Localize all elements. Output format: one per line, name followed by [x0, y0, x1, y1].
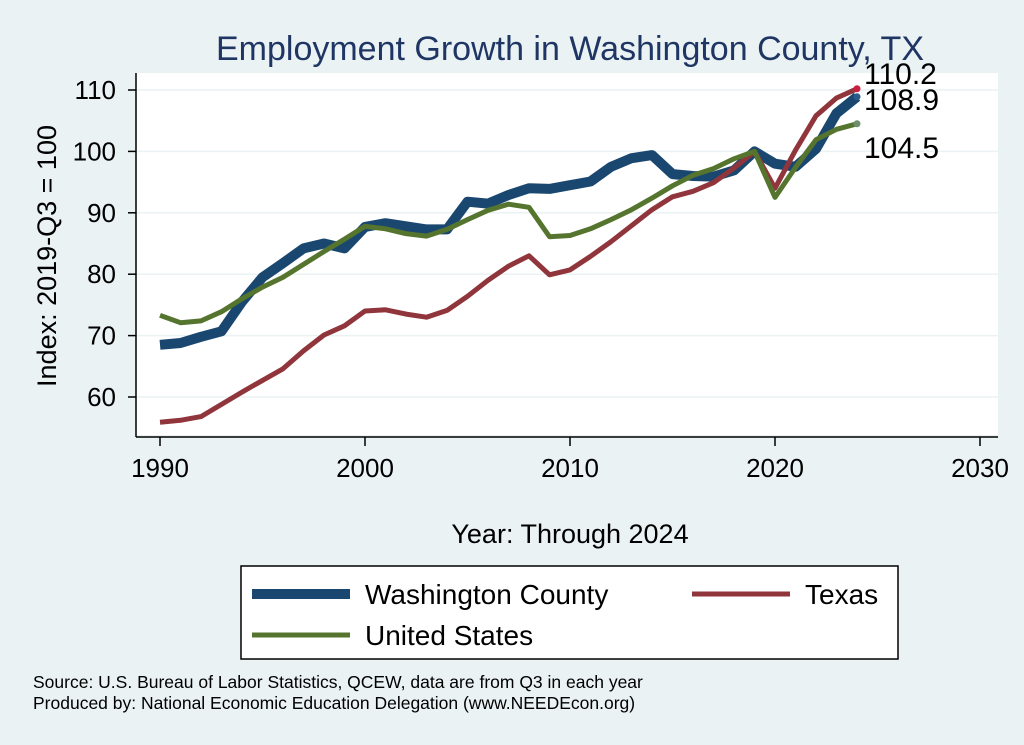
series-end-marker-2	[853, 120, 861, 128]
x-tick-label-2030: 2030	[951, 453, 1009, 483]
series-line-united-states	[159, 121, 858, 326]
x-axis-label: Year: Through 2024	[451, 519, 688, 549]
x-tick-label-2010: 2010	[541, 453, 599, 483]
chart-title: Employment Growth in Washington County, …	[216, 30, 924, 68]
y-tick-label-80: 80	[87, 259, 116, 289]
x-tick-label-1990: 1990	[131, 453, 189, 483]
y-tick-label-100: 100	[73, 136, 116, 166]
y-tick-label-90: 90	[87, 198, 116, 228]
x-tick-label-2000: 2000	[336, 453, 394, 483]
series-end-marker-1	[853, 85, 861, 93]
x-tick-label-2020: 2020	[746, 453, 804, 483]
legend-label-2: United States	[365, 620, 533, 651]
series-end-marker-0	[853, 93, 861, 101]
series-line-texas	[159, 86, 859, 425]
legend-box	[240, 565, 899, 660]
y-tick-label-60: 60	[87, 382, 116, 412]
plot-area	[136, 73, 998, 435]
y-tick-label-70: 70	[87, 321, 116, 351]
source-note: Source: U.S. Bureau of Labor Statistics,…	[33, 672, 643, 692]
end-label-0: 110.2	[864, 58, 937, 91]
end-label-1: 108.9	[864, 84, 939, 117]
legend: Washington County Texas United States	[252, 579, 878, 651]
y-axis-ticks: 60 70 80 90 100 110	[73, 75, 136, 412]
legend-label-0: Washington County	[365, 579, 608, 610]
legend-label-1: Texas	[805, 579, 878, 610]
y-axis-label: Index: 2019-Q3 = 100	[32, 125, 62, 387]
x-axis-ticks: 1990 2000 2010 2020 2030	[131, 437, 1009, 483]
producer-note: Produced by: National Economic Education…	[33, 693, 635, 713]
y-tick-label-110: 110	[75, 75, 116, 105]
end-label-2: 104.5	[864, 132, 939, 165]
series-lines	[159, 85, 861, 425]
